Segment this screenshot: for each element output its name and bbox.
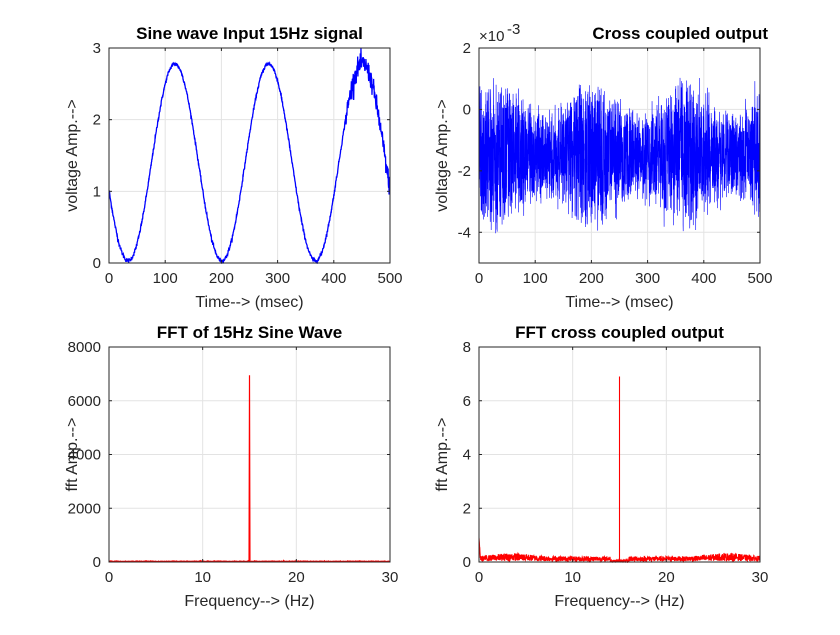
exponent-label: ×10 -3: [479, 21, 520, 45]
y-axis-label: voltage Amp.-->: [64, 99, 81, 212]
y-tick-label: 2000: [68, 500, 101, 517]
y-tick-label: 6000: [68, 393, 101, 410]
series: [479, 376, 760, 563]
series: [479, 77, 760, 234]
chart-3: 0 10 20 30 0 2000 4000 6000 8000 FFT of 15Hz Sine…: [64, 323, 398, 610]
x-tick-label: 20: [288, 569, 305, 586]
y-axis-label: voltage Amp.-->: [434, 99, 451, 212]
x-tick-label: 200: [209, 270, 234, 287]
y-tick-label: 3: [93, 40, 101, 57]
y-tick-label: 1: [93, 183, 101, 200]
y-tick-label: 4: [463, 447, 471, 464]
x-tick-label: 0: [105, 270, 113, 287]
axes-box: [108, 47, 391, 264]
chart-title: Cross coupled output: [592, 24, 768, 43]
x-tick-label: 100: [153, 270, 178, 287]
y-tick-label: 8: [463, 339, 471, 356]
y-tick-label: -4: [458, 224, 471, 241]
chart-4: 0 10 20 30 0 2 4 6 8 FFT cross coupled output Freq…: [434, 323, 768, 610]
x-tick-label: 10: [194, 569, 211, 586]
x-tick-label: 500: [747, 270, 772, 287]
x-tick-label: 300: [265, 270, 290, 287]
series-line: [479, 376, 760, 563]
x-tick-label: 400: [691, 270, 716, 287]
x-tick-label: 0: [475, 270, 483, 287]
y-tick-label: 6: [463, 393, 471, 410]
axes-box: [478, 47, 761, 264]
x-axis-label: Frequency--> (Hz): [184, 593, 314, 610]
x-tick-label: 30: [382, 569, 399, 586]
series-line: [479, 77, 760, 234]
chart-1: 0 100 200 300 400 500 0 1 2 3 Sine wave Input 15Hz…: [64, 24, 403, 311]
x-tick-label: 0: [105, 569, 113, 586]
chart-title: FFT of 15Hz Sine Wave: [157, 323, 342, 342]
y-tick-label: 0: [463, 101, 471, 118]
exponent-power: -3: [507, 21, 520, 38]
plot-area: [109, 48, 390, 263]
y-tick-label: 2: [93, 112, 101, 129]
x-axis-label: Time--> (msec): [195, 294, 303, 311]
x-tick-label: 300: [635, 270, 660, 287]
y-tick-label: 8000: [68, 339, 101, 356]
x-tick-label: 30: [752, 569, 769, 586]
series-line: [109, 48, 390, 264]
y-tick-label: 4000: [68, 447, 101, 464]
x-tick-label: 200: [579, 270, 604, 287]
y-tick-label: 0: [93, 255, 101, 272]
series-line: [109, 375, 390, 563]
y-tick-label: 2: [463, 40, 471, 57]
chart-title: Sine wave Input 15Hz signal: [136, 24, 363, 43]
x-axis-label: Time--> (msec): [565, 294, 673, 311]
series: [109, 375, 390, 563]
x-tick-label: 500: [377, 270, 402, 287]
x-tick-label: 100: [523, 270, 548, 287]
chart-title: FFT cross coupled output: [515, 323, 724, 342]
x-axis-label: Frequency--> (Hz): [554, 593, 684, 610]
y-tick-label: 0: [463, 554, 471, 571]
y-axis-label: fft Amp.-->: [64, 418, 81, 492]
x-tick-label: 20: [658, 569, 675, 586]
x-tick-label: 400: [321, 270, 346, 287]
y-tick-label: 2: [463, 500, 471, 517]
chart-2: 0 100 200 300 400 500 -4 -2 0 2 Cross coupled outp…: [434, 21, 773, 311]
exponent-base: ×10: [479, 28, 504, 45]
y-axis-label: fft Amp.-->: [434, 418, 451, 492]
y-tick-label: 0: [93, 554, 101, 571]
y-tick-label: -2: [458, 163, 471, 180]
x-tick-label: 10: [564, 569, 581, 586]
x-tick-label: 0: [475, 569, 483, 586]
series: [109, 48, 390, 264]
